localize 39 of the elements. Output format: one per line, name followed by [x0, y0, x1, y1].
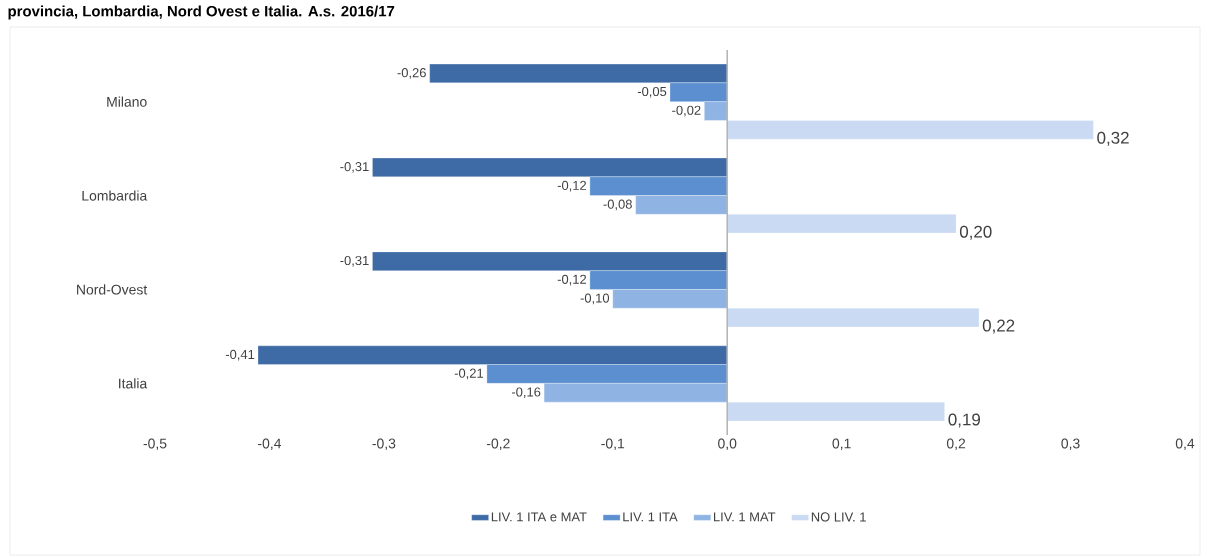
y-tick-label: Italia	[119, 378, 148, 389]
legend-label: LIV. 1 MAT	[713, 512, 776, 522]
bar	[727, 120, 1094, 140]
data-label: -0,12	[557, 180, 587, 192]
legend-label: LIV. 1 ITA	[623, 512, 678, 522]
x-tick-label: 0,3	[1061, 438, 1080, 451]
y-tick-label: Nord-Ovest	[77, 284, 148, 295]
data-label: -0,16	[511, 387, 541, 399]
data-label: 0,22	[982, 319, 1015, 334]
data-label: 0,19	[948, 413, 980, 428]
x-tick-label: -0,3	[372, 438, 396, 451]
chart-title: provincia, Lombardia, Nord Ovest e Italia. A.s. 2016/17	[8, 5, 395, 20]
data-label: 0,20	[959, 225, 992, 240]
data-label: 0,32	[1097, 131, 1129, 146]
x-tick-label: -0,4	[258, 438, 282, 451]
data-label: -0,10	[580, 293, 610, 305]
y-tick-label: Milano	[107, 96, 147, 107]
x-tick-label: 0,2	[946, 438, 966, 451]
bar	[727, 308, 980, 328]
data-label: -0,12	[557, 274, 587, 286]
legend-label: NO LIV. 1	[811, 512, 866, 522]
data-label: -0,02	[672, 105, 701, 117]
data-label: -0,05	[637, 86, 667, 98]
x-tick-label: -0,5	[143, 438, 167, 451]
y-tick-label: Lombardia	[82, 190, 148, 201]
data-label: -0,26	[397, 68, 426, 79]
legend-label: LIV. 1 ITA e MAT	[491, 512, 587, 522]
x-tick-label: 0,1	[832, 438, 851, 451]
data-label: -0,21	[454, 368, 484, 380]
data-label: -0,31	[340, 255, 369, 267]
data-label: -0,31	[340, 162, 369, 173]
x-tick-label: 0,0	[718, 438, 737, 451]
x-tick-label: -0,1	[601, 438, 625, 451]
data-label: -0,08	[603, 199, 632, 211]
x-tick-label: 0,4	[1175, 438, 1195, 451]
bar	[727, 401, 945, 422]
x-tick-label: -0,2	[486, 438, 510, 451]
data-label: -0,41	[225, 349, 255, 361]
bar	[727, 214, 957, 234]
